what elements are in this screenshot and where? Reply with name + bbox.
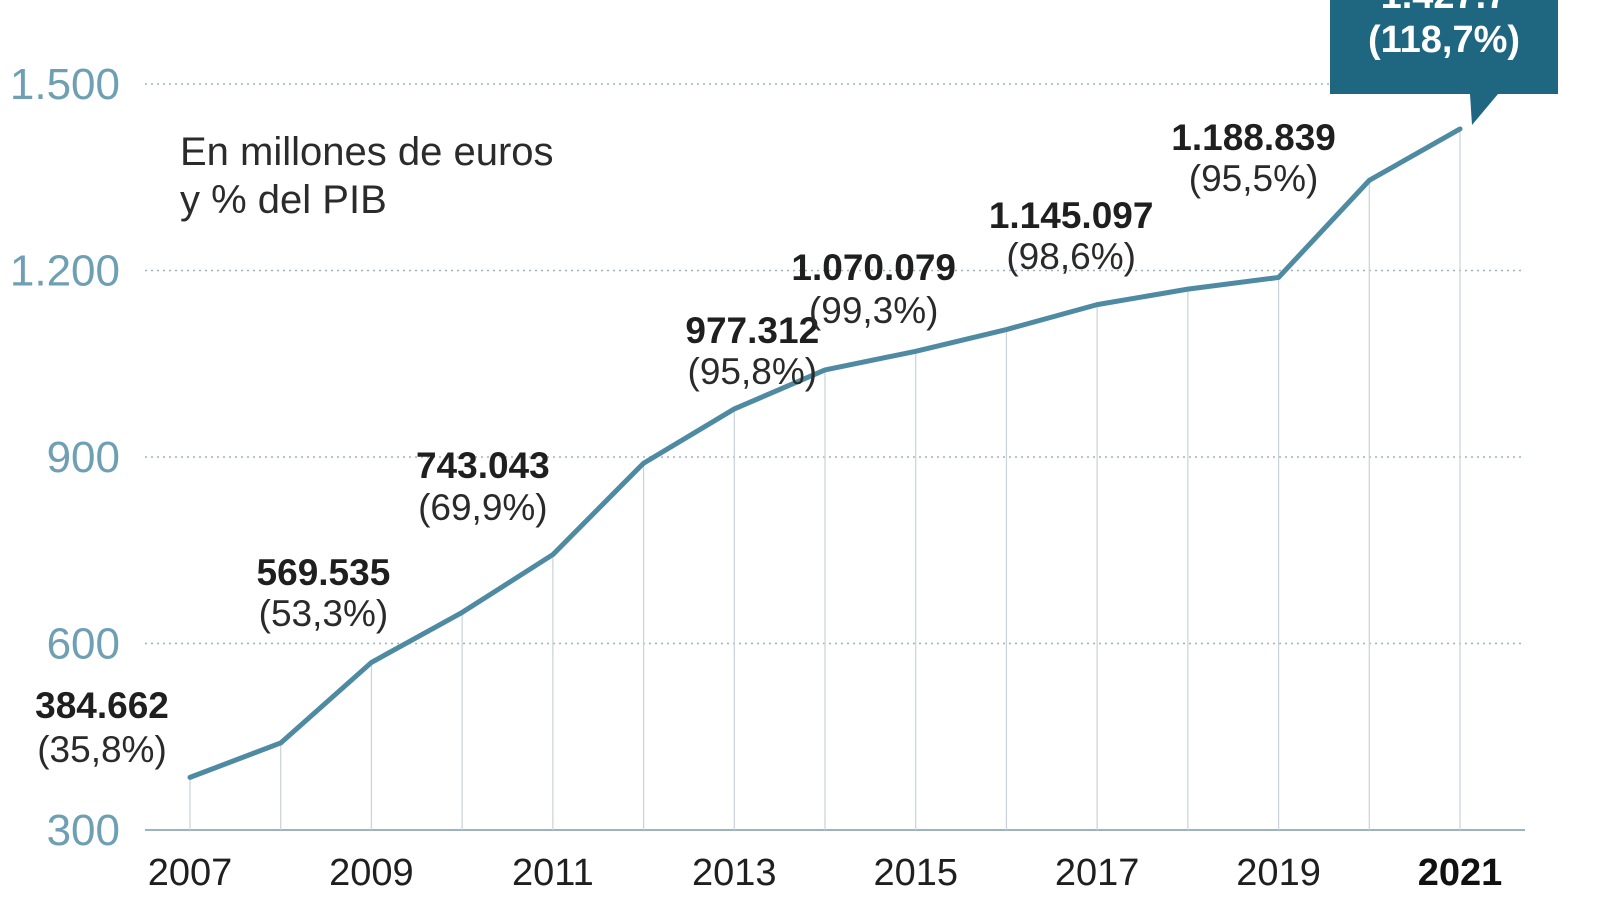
data-label-value: 1.145.097 bbox=[989, 195, 1154, 236]
x-tick-label: 2019 bbox=[1236, 852, 1321, 894]
data-point bbox=[1458, 127, 1462, 131]
x-axis-ticks: 2007 2009 2011 2013 2015 2017 2019 2021 bbox=[148, 852, 1503, 894]
grid-lines bbox=[145, 83, 1525, 831]
x-tick-label: 2011 bbox=[512, 852, 594, 894]
data-point bbox=[279, 741, 283, 745]
data-label-value: 1.070.079 bbox=[791, 247, 956, 288]
x-tick-label: 2007 bbox=[148, 852, 233, 894]
data-label-value: 977.312 bbox=[685, 310, 819, 351]
data-label-value: 384.662 bbox=[35, 685, 169, 726]
highlight-callout: 1.427.7 (118,7%) bbox=[1330, 0, 1558, 125]
callout-percent: (118,7%) bbox=[1368, 19, 1520, 61]
chart-subtitle-line-1: En millones de euros bbox=[180, 130, 554, 174]
data-point bbox=[1004, 328, 1008, 332]
data-label-percent: (95,5%) bbox=[1189, 158, 1319, 199]
data-point bbox=[1367, 178, 1371, 182]
y-tick-label: 300 bbox=[47, 806, 120, 855]
y-tick-label: 900 bbox=[47, 433, 120, 482]
x-tick-label: 2021 bbox=[1418, 852, 1503, 894]
x-tick-label: 2015 bbox=[873, 852, 958, 894]
data-point bbox=[369, 660, 373, 664]
data-point bbox=[1095, 303, 1099, 307]
data-point bbox=[732, 407, 736, 411]
data-label-percent: (99,3%) bbox=[809, 290, 939, 331]
data-label-percent: (98,6%) bbox=[1006, 236, 1136, 277]
callout-pointer bbox=[1470, 94, 1498, 125]
data-point bbox=[823, 368, 827, 372]
year-guide-lines bbox=[189, 128, 1461, 830]
data-point bbox=[188, 775, 192, 779]
debt-series bbox=[187, 126, 1463, 780]
y-tick-label: 600 bbox=[47, 620, 120, 669]
data-point bbox=[642, 461, 646, 465]
x-tick-label: 2009 bbox=[329, 852, 414, 894]
data-point bbox=[460, 610, 464, 614]
chart-subtitle-line-2: y % del PIB bbox=[180, 178, 387, 222]
x-tick-label: 2013 bbox=[692, 852, 777, 894]
data-label-percent: (35,8%) bbox=[37, 729, 167, 770]
data-label-value: 569.535 bbox=[257, 552, 391, 593]
callout-value: 1.427.7 bbox=[1381, 0, 1508, 17]
data-label-percent: (53,3%) bbox=[259, 593, 389, 634]
y-tick-label: 1.200 bbox=[10, 247, 120, 296]
data-point bbox=[1186, 287, 1190, 291]
y-tick-label: 1.500 bbox=[10, 60, 120, 109]
callout-box bbox=[1330, 0, 1558, 94]
data-label-percent: (69,9%) bbox=[418, 487, 548, 528]
x-tick-label: 2017 bbox=[1055, 852, 1140, 894]
data-point bbox=[551, 553, 555, 557]
data-label-value: 1.188.839 bbox=[1171, 117, 1336, 158]
y-axis-ticks: 300 600 900 1.200 1.500 bbox=[10, 60, 120, 855]
data-point bbox=[914, 349, 918, 353]
data-labels: 384.662(35,8%) 569.535(53,3%) 743.043(69,9… bbox=[35, 117, 1336, 770]
data-label-value: 743.043 bbox=[416, 445, 550, 486]
data-label-percent: (95,8%) bbox=[688, 351, 818, 392]
data-point bbox=[1277, 275, 1281, 279]
